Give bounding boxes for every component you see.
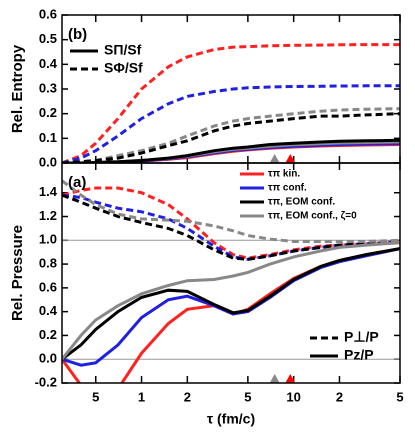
y-tick-label: 0.6 <box>39 279 57 294</box>
x-tick-label: 5 <box>396 389 403 404</box>
legend-label: τπ conf. <box>268 183 307 194</box>
style-legend-label: SΦ/Sf <box>104 60 143 76</box>
y-tick-label: -0.2 <box>35 374 57 389</box>
marker-triangle <box>269 374 280 383</box>
style-legend-label: Pz/P <box>344 347 374 363</box>
panel-label: (a) <box>68 174 86 191</box>
x-tick-label: 10 <box>286 389 300 404</box>
series-line <box>62 84 400 163</box>
marker-triangle <box>285 154 296 163</box>
series-line <box>62 112 400 163</box>
y-tick-label: 0.8 <box>39 256 57 271</box>
y-tick-label: 1.0 <box>39 232 57 247</box>
legend-label: τπ, EOM conf., ζ=0 <box>268 211 357 222</box>
legend-label: τπ, EOM conf. <box>268 197 335 208</box>
marker-triangle <box>285 374 296 383</box>
y-tick-label: 0.3 <box>39 80 57 95</box>
y-tick-label: 0.6 <box>39 6 57 21</box>
y-tick-label: 0.2 <box>39 327 57 342</box>
y-tick-label: 0.2 <box>39 105 57 120</box>
marker-triangle <box>269 154 280 163</box>
series-line <box>62 193 400 261</box>
plot-area <box>62 179 400 383</box>
y-tick-label: 1.4 <box>39 184 58 199</box>
style-legend-label: SΠ/Sf <box>104 42 142 58</box>
y-tick-label: 0.0 <box>39 351 57 366</box>
y-tick-label: 0.0 <box>39 154 57 169</box>
y-tick-label: 1.2 <box>39 208 57 223</box>
series-line <box>62 241 400 361</box>
y-axis-label: Rel. Entropy <box>9 44 26 133</box>
series-line <box>62 138 400 163</box>
x-tick-label: 2 <box>336 389 343 404</box>
x-axis-label: τ (fm/c) <box>207 411 255 427</box>
y-tick-label: 0.1 <box>39 130 57 145</box>
y-tick-label: 0.4 <box>39 303 58 318</box>
y-axis-label: Rel. Pressure <box>9 225 26 321</box>
series-line <box>62 179 400 243</box>
x-tick-label: 2 <box>184 389 191 404</box>
y-tick-label: 0.5 <box>39 31 57 46</box>
y-tick-label: 0.4 <box>39 56 58 71</box>
series-line <box>62 247 400 383</box>
style-legend-label: P⊥/P <box>344 329 379 345</box>
x-tick-label: 1 <box>138 389 145 404</box>
series-line <box>62 193 400 261</box>
series-line <box>62 43 400 163</box>
series-line <box>62 247 400 361</box>
x-tick-label: 5 <box>244 389 251 404</box>
plot-frame <box>61 162 401 384</box>
panel-label: (b) <box>68 26 87 43</box>
legend-label: τπ kin. <box>268 169 300 180</box>
x-tick-label: 5 <box>92 389 99 404</box>
